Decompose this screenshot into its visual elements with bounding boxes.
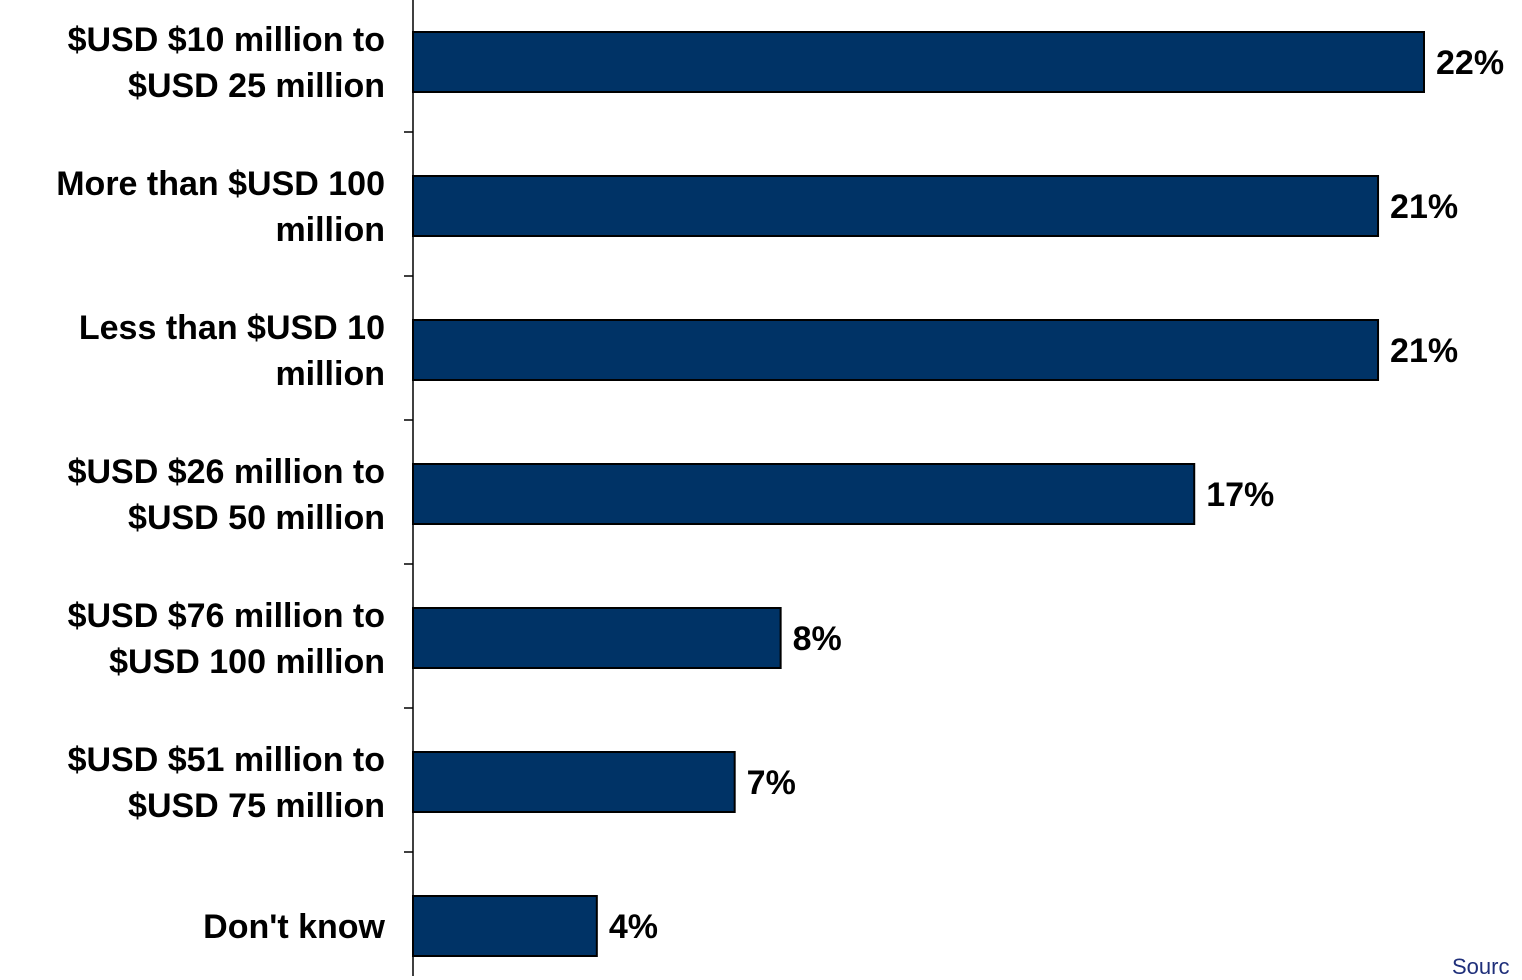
label-layer: 22% $USD $10 million to $USD 25 million 21%… xyxy=(56,21,1504,946)
category-label: million xyxy=(275,355,385,393)
category-label: $USD 75 million xyxy=(128,787,385,825)
value-label: 21% xyxy=(1390,332,1458,370)
value-label: 21% xyxy=(1390,188,1458,226)
category-label: $USD $76 million to xyxy=(68,597,385,635)
category-label: $USD $10 million to xyxy=(68,21,385,59)
category-label: $USD 50 million xyxy=(128,499,385,537)
bar xyxy=(412,175,1380,237)
source-note: Sourc xyxy=(1452,954,1510,979)
value-label: 4% xyxy=(609,908,658,946)
value-label: 22% xyxy=(1436,44,1504,82)
category-label: Don't know xyxy=(203,908,385,946)
value-label: 17% xyxy=(1206,476,1274,514)
value-label: 7% xyxy=(747,764,796,802)
bar xyxy=(412,463,1196,525)
category-label: More than $USD 100 xyxy=(56,165,385,203)
bar xyxy=(412,895,598,957)
bar xyxy=(412,751,736,813)
category-label: million xyxy=(275,211,385,249)
category-label: $USD $26 million to xyxy=(68,453,385,491)
bar xyxy=(412,31,1425,93)
category-label: $USD $51 million to xyxy=(68,741,385,779)
category-label: $USD 25 million xyxy=(128,67,385,105)
bar xyxy=(412,319,1380,381)
category-label: $USD 100 million xyxy=(109,643,385,681)
bar-layer xyxy=(412,31,1425,957)
bar xyxy=(412,607,782,669)
axis-layer xyxy=(404,0,414,976)
value-label: 8% xyxy=(793,620,842,658)
category-label: Less than $USD 10 xyxy=(79,309,385,347)
